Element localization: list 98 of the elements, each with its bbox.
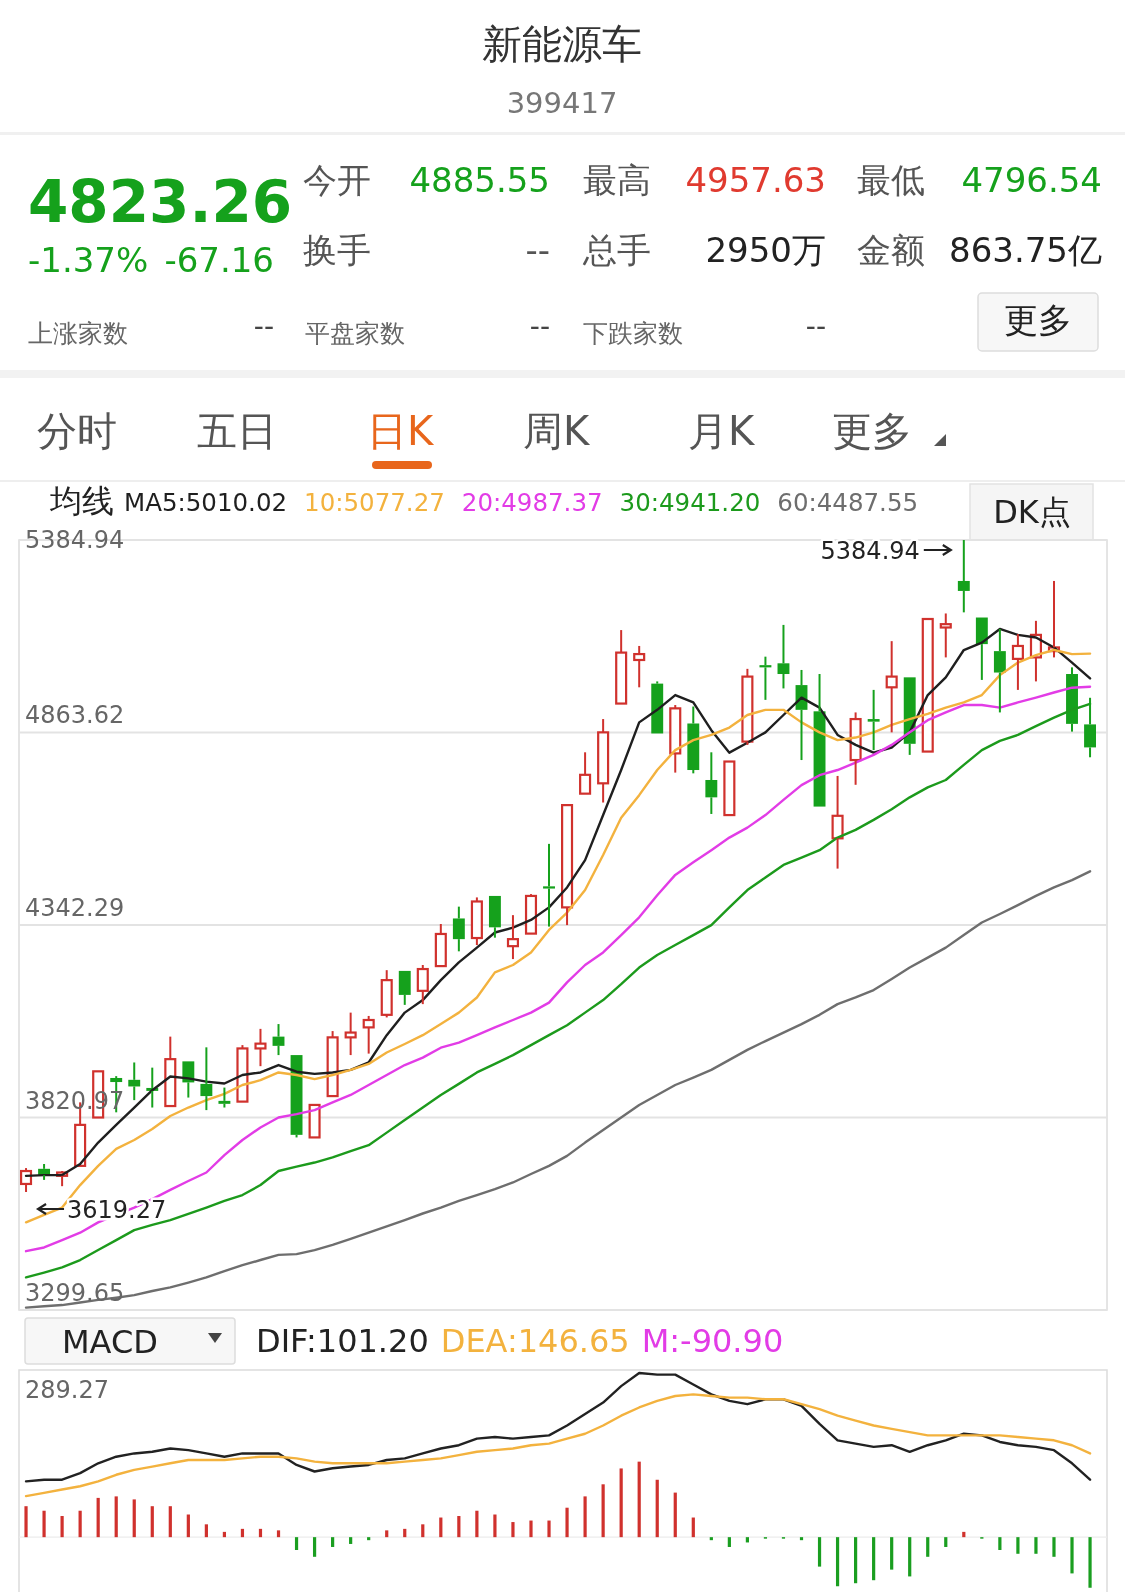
annotation: 5384.94 (820, 537, 920, 565)
bar (727, 1537, 731, 1547)
bar (944, 1537, 948, 1547)
bar (349, 1537, 353, 1544)
bar (619, 1468, 623, 1538)
bar (439, 1517, 443, 1538)
text: 4823.26 (28, 168, 293, 236)
bar (998, 1537, 1002, 1550)
text: 平盘家数 (305, 319, 405, 348)
legend-title: 均线 (49, 482, 114, 520)
bar (529, 1520, 533, 1538)
bar (655, 1479, 659, 1538)
text: 周K (523, 408, 591, 454)
text: -- (253, 310, 274, 343)
text: 4796.54 (961, 160, 1102, 200)
text: 20:4987.37 (461, 488, 603, 517)
bar (908, 1537, 912, 1577)
bar (601, 1484, 605, 1538)
bar (637, 1461, 641, 1538)
text: 最高 (583, 160, 651, 200)
bar (547, 1520, 551, 1538)
text: 月K (688, 408, 756, 454)
text: 上涨家数 (28, 319, 128, 348)
y-tick-label: 5384.94 (25, 526, 125, 554)
bar (367, 1537, 371, 1541)
bar (872, 1537, 876, 1581)
bar (78, 1510, 82, 1538)
bar (1016, 1537, 1020, 1554)
text: 分时 (37, 408, 117, 454)
text: 更多 (832, 408, 912, 454)
text: DIF:101.20 (256, 1322, 429, 1360)
text: 金额 (857, 230, 925, 270)
text: 10:5077.27 (304, 488, 445, 517)
bar (204, 1524, 208, 1538)
text: -- (525, 230, 550, 270)
annotation: 289.27 (25, 1376, 109, 1404)
text: 4957.63 (685, 160, 826, 200)
bar (1034, 1537, 1038, 1554)
bar (511, 1522, 515, 1538)
chart-title: MACD (62, 1323, 158, 1361)
bar (132, 1499, 136, 1538)
bar (565, 1507, 569, 1538)
bar (1070, 1537, 1074, 1574)
bar (96, 1497, 100, 1538)
bar (186, 1514, 190, 1538)
text: 总手 (582, 230, 651, 270)
text: -- (805, 310, 826, 343)
bar (312, 1537, 317, 1557)
text: M:-90.90 (641, 1322, 784, 1360)
text: 4885.55 (409, 160, 550, 200)
text: 换手 (303, 230, 371, 270)
text: 更多 (1004, 300, 1072, 340)
text: 最低 (857, 160, 925, 200)
bar (709, 1537, 713, 1541)
bar (457, 1516, 461, 1538)
text: 399417 (506, 86, 618, 120)
bar (24, 1506, 28, 1538)
y-tick-label: 4863.62 (25, 701, 125, 730)
bar (421, 1524, 425, 1538)
bar (475, 1510, 479, 1538)
series-label: DEA:146.65 (440, 1322, 630, 1360)
text: 60:4487.55 (777, 488, 919, 517)
text: 新能源车 (482, 21, 642, 67)
y-tick-label: 4342.29 (25, 894, 125, 922)
text: -67.16 (164, 240, 274, 280)
text: DK点 (993, 493, 1071, 531)
text: -1.37% (28, 240, 149, 280)
bar (817, 1537, 822, 1567)
y-tick-label: 3299.65 (25, 1279, 125, 1307)
bar (493, 1514, 497, 1538)
bar (60, 1516, 64, 1538)
bar (331, 1537, 335, 1547)
bar (385, 1530, 389, 1538)
bar (854, 1537, 858, 1584)
bar (168, 1506, 172, 1538)
bar (835, 1537, 840, 1587)
text: 五日 (197, 408, 277, 454)
text: 日K (367, 408, 435, 454)
bar (691, 1517, 695, 1538)
text: 2950万 (705, 230, 826, 270)
text: 下跌家数 (583, 319, 683, 348)
bar (42, 1510, 46, 1538)
text: MA5:5010.02 (124, 488, 288, 517)
text: 今开 (303, 160, 371, 200)
bar (1088, 1537, 1092, 1588)
bar (150, 1506, 154, 1538)
bar (114, 1496, 118, 1538)
text: 863.75亿 (949, 230, 1102, 270)
bar (294, 1537, 299, 1550)
bar (1052, 1537, 1056, 1557)
text: -- (529, 310, 550, 343)
bar (673, 1492, 677, 1538)
bar (799, 1537, 804, 1541)
bar (926, 1537, 930, 1557)
text: 30:4941.20 (619, 488, 761, 517)
bar (890, 1537, 894, 1570)
bar (276, 1530, 281, 1538)
bar (583, 1496, 587, 1538)
